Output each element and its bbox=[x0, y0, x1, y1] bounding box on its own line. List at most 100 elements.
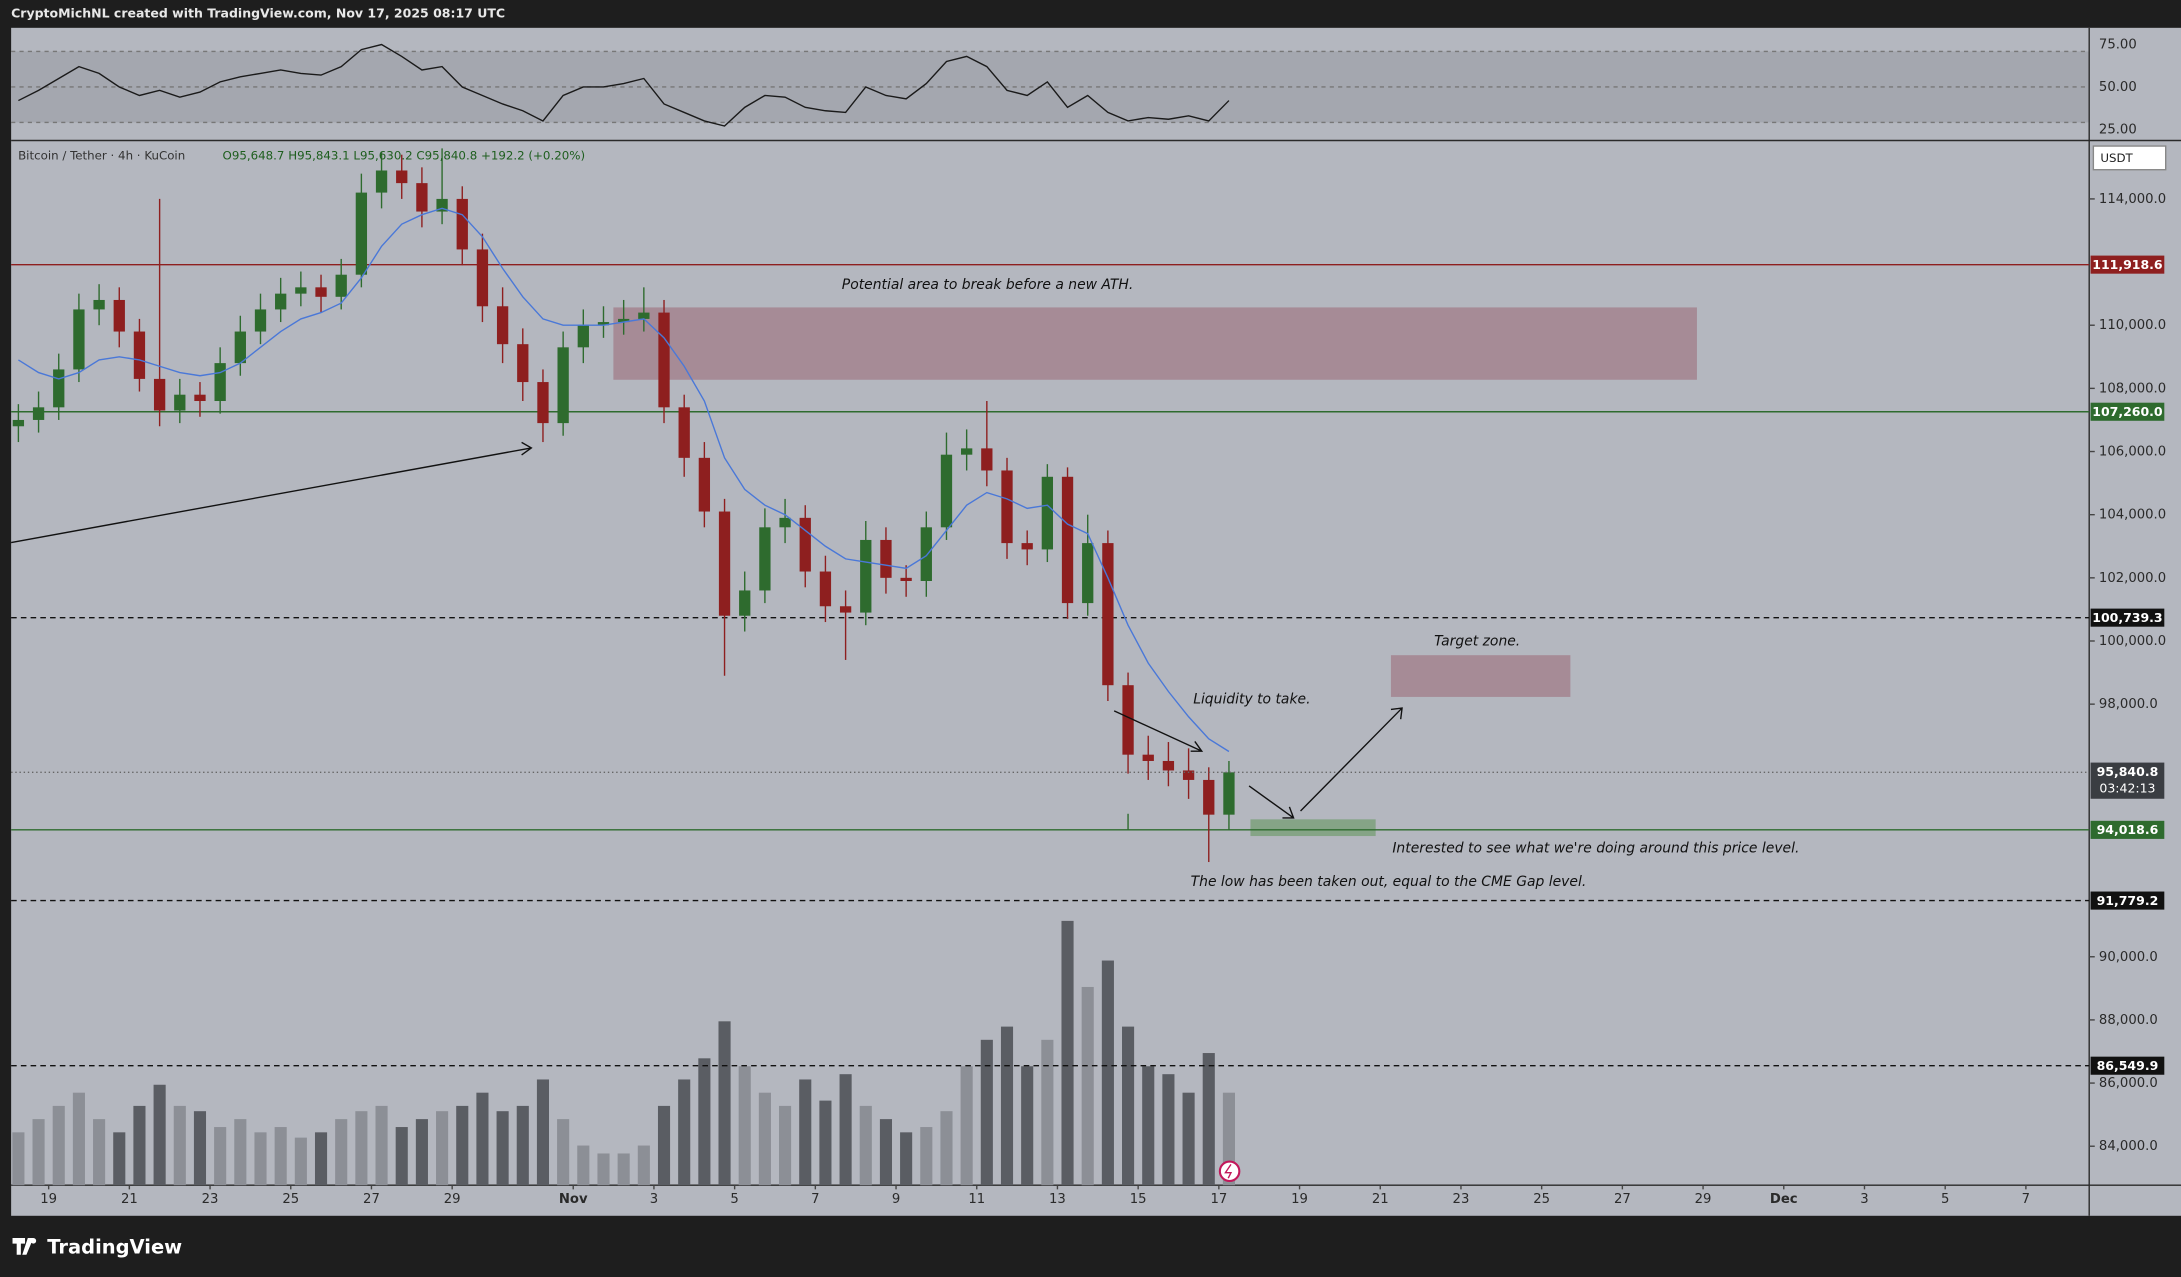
candle-body bbox=[315, 287, 327, 297]
candle-body bbox=[295, 287, 307, 294]
currency-box[interactable] bbox=[2092, 145, 2167, 171]
footer-logo bbox=[12, 1238, 37, 1255]
x-tick-label: 5 bbox=[730, 1192, 738, 1207]
y-tick-label: 98,000.0 bbox=[2099, 697, 2158, 712]
candle-body bbox=[940, 454, 953, 528]
volume-bar bbox=[859, 1105, 872, 1186]
candle-body bbox=[638, 312, 650, 319]
logo-dot bbox=[30, 1238, 37, 1244]
candle-body bbox=[1122, 685, 1134, 755]
annotation: The low has been taken out, equal to the… bbox=[1191, 874, 1587, 890]
x-tick-label: 27 bbox=[1614, 1192, 1631, 1207]
volume-bar bbox=[799, 1079, 812, 1186]
volume-bar bbox=[758, 1092, 771, 1186]
arrow bbox=[1300, 707, 1403, 812]
x-tick-label: 29 bbox=[1695, 1192, 1712, 1207]
price-level-tag bbox=[2090, 1056, 2165, 1075]
candle-body bbox=[153, 378, 166, 411]
arrow bbox=[1248, 785, 1295, 819]
candle-body bbox=[496, 306, 509, 345]
x-tick-label: 25 bbox=[282, 1192, 299, 1207]
volume-bar bbox=[113, 1132, 126, 1186]
y-tick-label: 102,000.0 bbox=[2099, 571, 2166, 586]
volume-bar bbox=[294, 1137, 307, 1186]
candle-body bbox=[1162, 760, 1175, 771]
currency-label[interactable]: USDT bbox=[2100, 151, 2133, 165]
plot bbox=[11, 43, 2090, 1186]
volume-bar bbox=[819, 1100, 832, 1186]
y-tick-label: 90,000.0 bbox=[2099, 950, 2158, 965]
rsi-tick-label: 25.00 bbox=[2099, 122, 2137, 137]
ohlc-label: O95,648.7 H95,843.1 L95,630.2 C95,840.8 … bbox=[223, 148, 586, 162]
x-tick-label: 23 bbox=[1453, 1192, 1470, 1207]
y-tick-label: 110,000.0 bbox=[2099, 318, 2166, 333]
volume-bar bbox=[52, 1105, 65, 1186]
annotation: Target zone. bbox=[1434, 633, 1520, 649]
x-tick-label: 19 bbox=[1291, 1192, 1308, 1207]
y-tick-label: 108,000.0 bbox=[2099, 381, 2166, 396]
volume-bar bbox=[72, 1092, 85, 1186]
candle-body bbox=[133, 331, 146, 379]
candle-body bbox=[1203, 779, 1215, 815]
last-price-label: 95,840.8 bbox=[2097, 764, 2159, 779]
x-tick-label: 3 bbox=[650, 1192, 658, 1207]
volume-bar bbox=[415, 1119, 428, 1186]
candle-body bbox=[517, 344, 529, 383]
volume-bar bbox=[234, 1119, 247, 1186]
last-price-tag bbox=[2090, 762, 2165, 799]
header-text: CryptoMichNL created with TradingView.co… bbox=[11, 5, 505, 20]
volume-bar bbox=[1000, 1026, 1014, 1186]
x-tick-label: 13 bbox=[1049, 1192, 1066, 1207]
volume-bar bbox=[214, 1127, 227, 1186]
candle-body bbox=[1061, 476, 1074, 604]
volume-bar bbox=[597, 1153, 610, 1186]
candle-body bbox=[1223, 772, 1235, 815]
volume-bar bbox=[254, 1132, 267, 1186]
candle-body bbox=[819, 571, 832, 607]
candle-body bbox=[1001, 470, 1013, 544]
y-tick-label: 104,000.0 bbox=[2099, 508, 2166, 523]
volume-bar bbox=[476, 1092, 489, 1186]
ema-line bbox=[18, 207, 1230, 753]
volume-bar bbox=[718, 1021, 731, 1186]
y-tick-label: 86,000.0 bbox=[2099, 1076, 2158, 1091]
chart-background bbox=[11, 27, 2181, 1216]
volume-bar bbox=[940, 1111, 953, 1186]
candle-body bbox=[537, 382, 549, 424]
volume-bar bbox=[738, 1066, 751, 1186]
y-tick-label: 106,000.0 bbox=[2099, 445, 2166, 460]
volume-bar bbox=[1162, 1074, 1175, 1186]
volume-bar bbox=[395, 1127, 408, 1186]
price-level-tag bbox=[2090, 891, 2165, 910]
volume-bar bbox=[456, 1105, 469, 1186]
candle-body bbox=[920, 527, 932, 581]
interest-zone bbox=[1250, 819, 1376, 837]
logo-mark bbox=[12, 1238, 34, 1255]
volume-bar bbox=[536, 1079, 550, 1186]
candle-body bbox=[194, 394, 206, 402]
x-tick-label: 21 bbox=[1372, 1192, 1389, 1207]
volume-bar bbox=[93, 1119, 106, 1186]
x-tick-label: 15 bbox=[1130, 1192, 1147, 1207]
volume-bar bbox=[698, 1058, 711, 1186]
candle-body bbox=[214, 363, 226, 402]
volume-bar bbox=[335, 1119, 348, 1186]
volume-bar bbox=[133, 1105, 146, 1186]
x-tick-label: 23 bbox=[202, 1192, 219, 1207]
volume-bar bbox=[879, 1119, 893, 1186]
candle-body bbox=[1182, 770, 1195, 780]
volume-bar bbox=[1182, 1092, 1195, 1186]
volume-bar bbox=[496, 1111, 509, 1186]
price-level-label: 94,018.6 bbox=[2097, 822, 2159, 837]
volume-bar bbox=[657, 1105, 671, 1186]
candle-body bbox=[396, 170, 408, 184]
x-tick-label: 9 bbox=[892, 1192, 900, 1207]
candle-body bbox=[678, 407, 690, 458]
volume-bar bbox=[900, 1132, 913, 1186]
volume-bar bbox=[1021, 1066, 1034, 1186]
candle-body bbox=[113, 299, 125, 332]
annotation: Potential area to break before a new ATH… bbox=[842, 277, 1134, 293]
alert-icon-bolt bbox=[1224, 1163, 1233, 1179]
candle-body bbox=[880, 539, 892, 578]
